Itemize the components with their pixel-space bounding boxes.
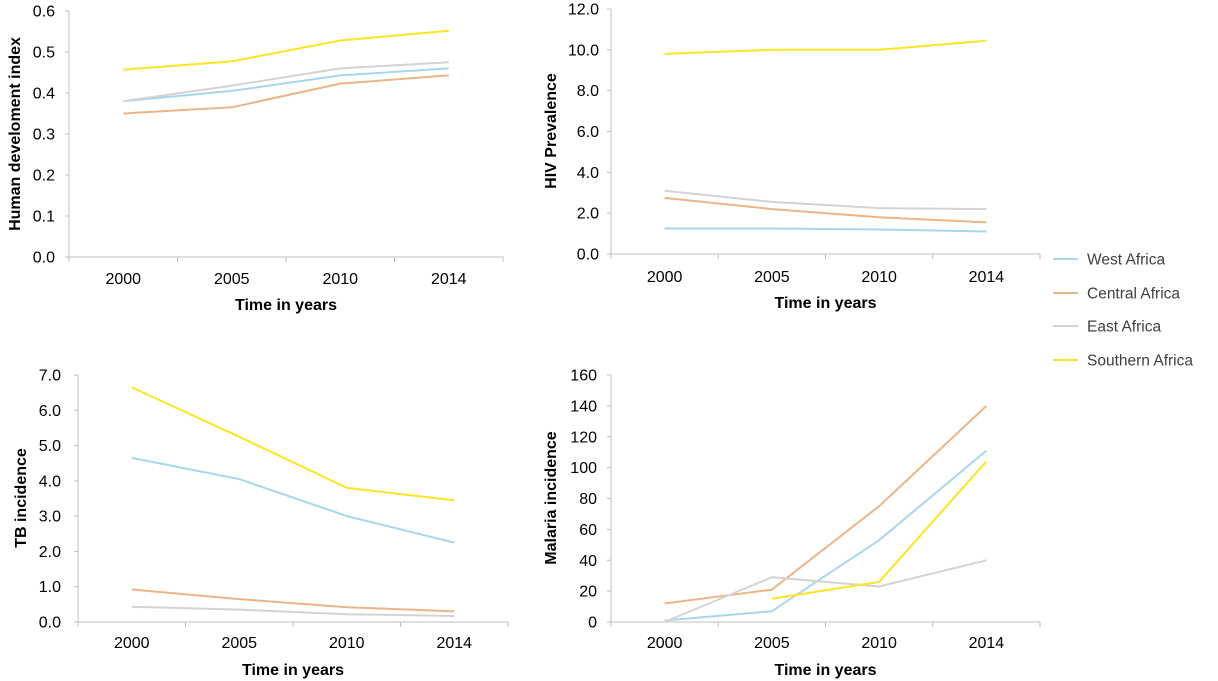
series-line-west-africa	[664, 449, 988, 622]
x-tick-label: 2005	[754, 269, 790, 286]
y-tick-label: 160	[570, 368, 597, 385]
series-line-east-africa	[123, 61, 449, 103]
series-line-central-africa	[664, 405, 988, 605]
x-tick-label: 2014	[969, 635, 1005, 652]
legend-label-central-africa: Central Africa	[1087, 286, 1180, 303]
series-line-west-africa	[664, 227, 987, 233]
series-line-central-africa	[123, 74, 449, 115]
legend-label-southern-africa: Southern Africa	[1087, 353, 1193, 370]
x-tick-label: 2005	[221, 635, 257, 652]
y-tick-label: 0.3	[33, 127, 55, 144]
y-tick-label: 2.0	[39, 544, 61, 561]
y-tick-label: 0.0	[39, 615, 61, 632]
x-tick-label: 2010	[322, 271, 358, 288]
chart-panel-1: 0.0 0.1 0.2 0.3 0.4 0.5 0.6 2000 2005 2010 2014 Tim…	[7, 4, 504, 314]
y-tick-label: 0.4	[33, 86, 55, 103]
y-tick-label: 0.1	[33, 209, 55, 226]
y-tick-label: 6.0	[39, 403, 61, 420]
y-axis-title: HIV Prevalence	[543, 73, 560, 189]
y-tick-label: 10.0	[568, 42, 599, 59]
series-line-west-africa	[131, 456, 455, 544]
series-line-central-africa	[131, 588, 455, 613]
y-tick-label: 6.0	[577, 124, 599, 141]
y-tick-label: 0.5	[33, 45, 55, 62]
x-axis-title: Time in years	[242, 662, 344, 679]
y-tick-label: 0.0	[577, 247, 599, 264]
chart-panel-3: 0.0 1.0 2.0 3.0 4.0 5.0 6.0 7.0 2000 2005 2010 2014…	[13, 368, 509, 679]
series-line-west-africa	[123, 67, 449, 103]
series-line-east-africa	[664, 189, 987, 211]
y-tick-label: 100	[570, 460, 597, 477]
y-tick-label: 0.0	[33, 250, 55, 267]
chart-panel-2: 0.0 2.0 4.0 6.0 8.0 10.0 12.0 2000 2005 2010 2014 T…	[543, 2, 1041, 312]
series-line-southern-africa	[123, 29, 449, 71]
series-line-central-africa	[664, 196, 987, 224]
y-tick-label: 20	[579, 584, 597, 601]
x-tick-label: 2000	[105, 271, 141, 288]
y-tick-label: 0.6	[33, 4, 55, 21]
series-line-east-africa	[664, 559, 987, 623]
legend: West Africa Central Africa East Africa Sout…	[1053, 252, 1193, 370]
x-tick-label: 2010	[861, 635, 897, 652]
y-tick-label: 4.0	[39, 473, 61, 490]
x-axis-title: Time in years	[775, 295, 877, 312]
y-axis-title: Malaria incidence	[543, 431, 560, 564]
chart-panel-4: 0 20 40 60 80 100 120 140 160 2000 2005 2010 2014 Tim…	[543, 368, 1041, 679]
y-tick-label: 7.0	[39, 368, 61, 385]
x-tick-label: 2000	[647, 635, 683, 652]
y-tick-label: 8.0	[577, 83, 599, 100]
x-tick-label: 2000	[114, 635, 150, 652]
series-line-southern-africa	[771, 460, 988, 600]
x-axis-title: Time in years	[775, 662, 877, 679]
x-tick-label: 2014	[431, 271, 467, 288]
x-tick-label: 2000	[647, 269, 683, 286]
y-tick-label: 2.0	[577, 206, 599, 223]
y-tick-label: 1.0	[39, 579, 61, 596]
y-tick-label: 5.0	[39, 438, 61, 455]
y-axis-title: TB incidence	[13, 448, 30, 548]
y-tick-label: 140	[570, 398, 597, 415]
x-tick-label: 2010	[329, 635, 365, 652]
legend-label-west-africa: West Africa	[1087, 252, 1165, 269]
x-tick-label: 2005	[754, 635, 790, 652]
x-axis-title: Time in years	[235, 297, 337, 314]
y-tick-label: 40	[579, 553, 597, 570]
series-line-southern-africa	[131, 386, 455, 502]
y-tick-label: 80	[579, 491, 597, 508]
y-tick-label: 4.0	[577, 165, 599, 182]
legend-label-east-africa: East Africa	[1087, 319, 1161, 336]
y-tick-label: 3.0	[39, 509, 61, 526]
series-line-southern-africa	[664, 39, 987, 55]
y-tick-label: 60	[579, 522, 597, 539]
y-axis-title: Human develoment index	[7, 37, 24, 231]
y-tick-label: 12.0	[568, 2, 599, 19]
series-line-east-africa	[131, 605, 455, 617]
y-tick-label: 0	[588, 615, 597, 632]
x-tick-label: 2010	[861, 269, 897, 286]
y-tick-label: 0.2	[33, 168, 55, 185]
x-tick-label: 2014	[969, 269, 1005, 286]
x-tick-label: 2014	[436, 635, 472, 652]
y-tick-label: 120	[570, 429, 597, 446]
x-tick-label: 2005	[214, 271, 250, 288]
